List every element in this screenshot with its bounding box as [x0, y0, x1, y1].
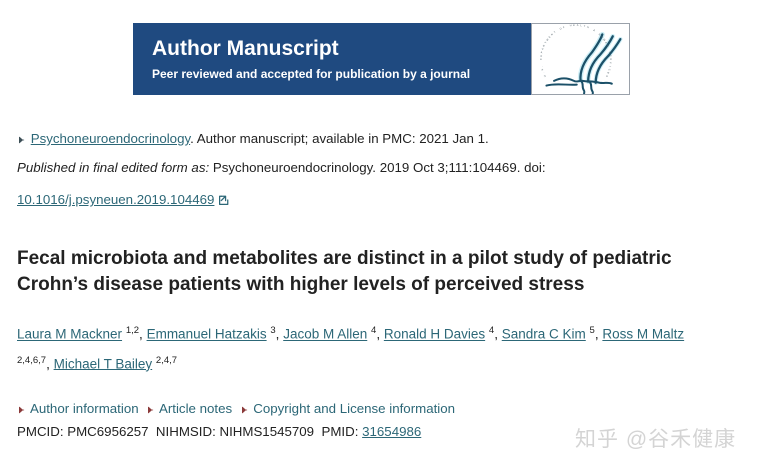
svg-text:S: S	[605, 75, 609, 78]
svg-text:S: S	[541, 68, 544, 71]
svg-text:R: R	[609, 58, 612, 60]
svg-text:U: U	[543, 74, 547, 77]
svg-text:E: E	[573, 24, 575, 27]
svg-text:I: I	[608, 66, 611, 68]
svg-text:T: T	[583, 25, 586, 28]
svg-text:&: &	[592, 29, 595, 33]
svg-text:H: H	[586, 26, 589, 30]
svg-text:.: .	[542, 72, 545, 74]
svg-text:D: D	[540, 58, 543, 60]
svg-text:H: H	[570, 24, 572, 27]
svg-text:A: A	[577, 24, 579, 27]
svg-text:O: O	[559, 27, 562, 31]
svg-text:L: L	[580, 24, 582, 27]
svg-text:M: M	[602, 38, 606, 41]
svg-text:.: .	[540, 65, 543, 67]
svg-text:R: R	[542, 44, 546, 47]
svg-text:F: F	[563, 26, 566, 30]
svg-text:C: C	[607, 68, 610, 71]
svg-text:E: E	[606, 72, 610, 75]
svg-text:A: A	[541, 47, 544, 50]
svg-text:V: V	[609, 62, 612, 64]
svg-text:T: T	[553, 31, 556, 35]
svg-text:E: E	[540, 54, 543, 56]
svg-text:P: P	[540, 51, 543, 54]
